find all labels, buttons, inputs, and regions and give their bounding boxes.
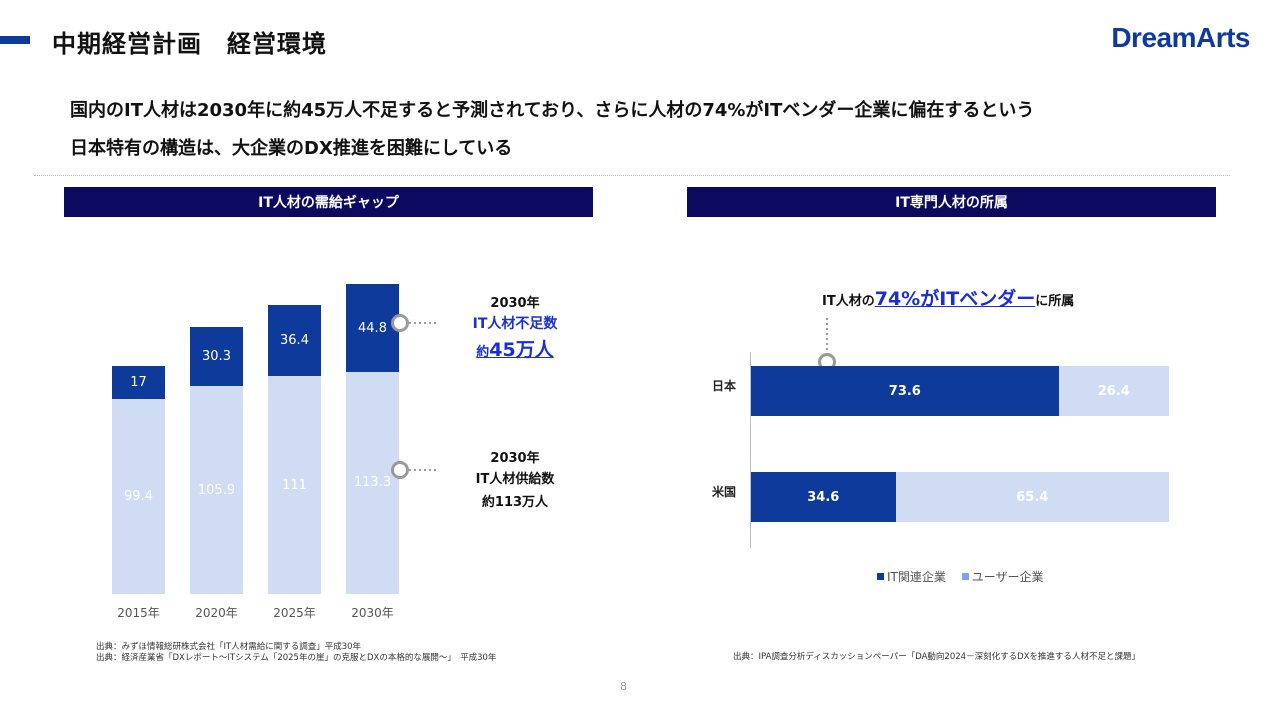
shortage-bar-0: 17: [112, 365, 165, 400]
supply-connector-dot: [391, 461, 409, 479]
x-tick-label-0: 2015年: [117, 606, 160, 620]
supply-bar-1: 105.9: [190, 386, 243, 594]
right-source: 出典：IPA調査分析ディスカッションペーパー「DA動向2024－深刻化するDXを…: [733, 652, 1140, 662]
annotation-suffix: に所属: [1035, 294, 1075, 309]
vendor-annotation: IT人材の74%がITベンダーに所属: [822, 284, 1074, 311]
left-source-2: 出典：経済産業省「DXレポート～ITシステム「2025年の崖」の克服とDXの本格…: [96, 653, 497, 663]
y-category-label-1: 米国: [712, 485, 737, 499]
right-panel-title: IT専門人材の所属: [687, 187, 1216, 217]
supply-bar-0: 99.4: [112, 399, 165, 594]
left-source-1: 出典：みずほ情報総研株式会社「IT人材需給に関する調査」平成30年: [96, 642, 362, 652]
shortage-value: 45万人: [489, 339, 554, 361]
supply-bar-3: 113.3: [346, 371, 399, 594]
page-number: 8: [620, 680, 627, 693]
supply-bar-2: 111: [268, 376, 321, 594]
shortage-value-label-0: 17: [130, 375, 147, 390]
user-company-value-0: 26.4: [1097, 383, 1130, 399]
shortage-value-label-3: 44.8: [358, 320, 387, 336]
legend-swatch-user: [961, 573, 969, 580]
supply-value-label-2: 111: [282, 477, 307, 493]
x-tick-label-2: 2025年: [273, 606, 316, 620]
page-title: 中期経営計画 経営環境: [52, 30, 327, 58]
shortage-year: 2030年: [490, 296, 540, 311]
supply-year: 2030年: [490, 451, 540, 466]
shortage-value-label-2: 36.4: [280, 333, 309, 349]
it-company-bar-0: 73.6: [751, 366, 1059, 416]
y-axis-line: [750, 352, 751, 548]
headline-line-2: 日本特有の構造は、大企業のDX推進を困難にしている: [70, 138, 513, 159]
supply-demand-bar-chart: 99.4 17 2015年 105.9 30.3 2020年 111 36.4 2025年 113…: [0, 0, 399, 620]
shortage-bar-2: 36.4: [268, 305, 321, 377]
shortage-connector: [391, 314, 436, 332]
supply-value-label-1: 105.9: [197, 482, 236, 498]
shortage-label: IT人材不足数: [472, 316, 558, 332]
shortage-prefix: 約: [476, 345, 490, 360]
user-company-value-1: 65.4: [1016, 489, 1049, 505]
left-panel-title: IT人材の需給ギャップ: [64, 187, 593, 217]
shortage-callout: 2030年 IT人材不足数 約45万人: [450, 292, 580, 362]
x-tick-label-1: 2020年: [195, 606, 238, 620]
shortage-value-label-1: 30.3: [202, 349, 231, 365]
supply-value-label-0: 99.4: [124, 489, 153, 505]
supply-callout: 2030年 IT人材供給数 約113万人: [450, 447, 580, 510]
supply-connector: [391, 461, 436, 479]
it-company-value-0: 73.6: [888, 383, 921, 399]
legend-label-user: ユーザー企業: [971, 570, 1044, 584]
it-company-bar-1: 34.6: [751, 472, 896, 522]
callout-connectors: [391, 314, 436, 479]
affiliation-bar-chart: 73.6 26.4 日本 34.6 65.4 米国: [0, 0, 1169, 548]
title-accent-bar: [0, 36, 30, 44]
chart-legend: IT関連企業 ユーザー企業: [877, 568, 1043, 585]
shortage-bar-1: 30.3: [190, 327, 243, 387]
shortage-connector-dot: [391, 314, 409, 332]
user-company-bar-1: 65.4: [895, 472, 1169, 522]
company-logo: DreamArts: [1111, 22, 1250, 53]
it-company-value-1: 34.6: [807, 489, 840, 505]
x-tick-label-3: 2030年: [351, 606, 394, 620]
annotation-prefix: IT人材の: [822, 294, 875, 309]
headline-line-1: 国内のIT人材は2030年に約45万人不足すると予測されており、さらに人材の74…: [70, 100, 1035, 121]
section-divider: [34, 175, 1230, 176]
supply-value-label-3: 113.3: [353, 475, 392, 491]
y-category-label-0: 日本: [712, 379, 737, 393]
supply-value: 約113万人: [481, 495, 549, 510]
annotation-highlight: 74%がITベンダー: [874, 288, 1036, 310]
shortage-value-line: 約45万人: [450, 335, 580, 362]
user-company-bar-0: 26.4: [1058, 366, 1169, 416]
legend-swatch-it: [877, 573, 884, 580]
shortage-bar-3: 44.8: [346, 284, 399, 372]
legend-label-it: IT関連企業: [887, 570, 946, 584]
supply-label: IT人材供給数: [475, 472, 555, 487]
